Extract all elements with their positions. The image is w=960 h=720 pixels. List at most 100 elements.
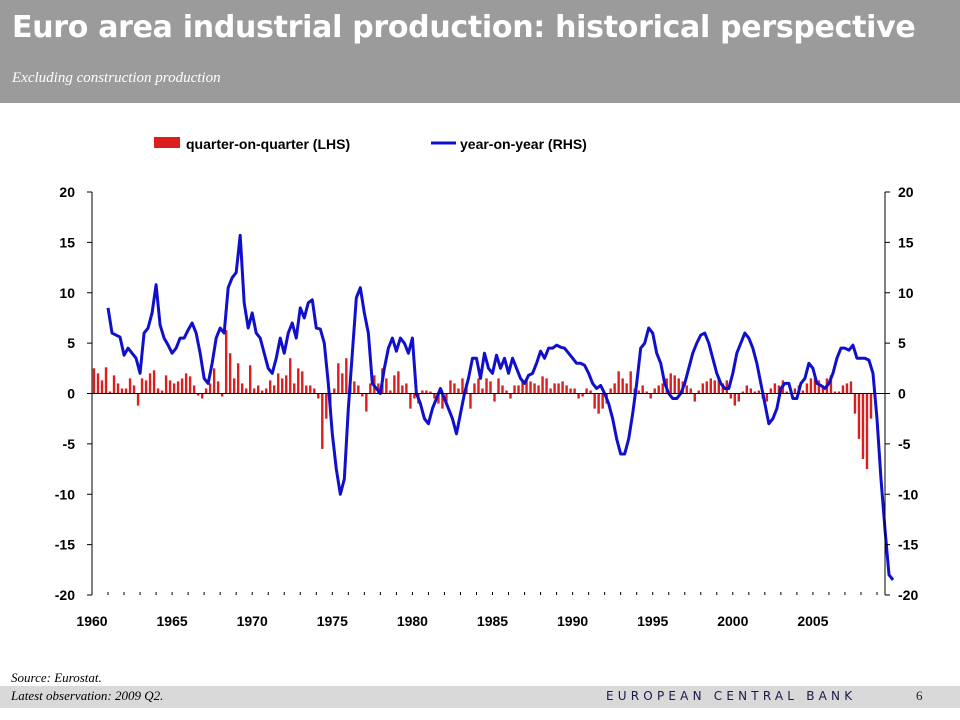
bar xyxy=(249,365,252,394)
bar xyxy=(729,393,732,399)
bar xyxy=(457,388,460,394)
y-right-tick-label: 15 xyxy=(898,234,914,250)
bar xyxy=(216,381,220,394)
bar xyxy=(285,375,288,394)
bar xyxy=(581,393,584,397)
bar xyxy=(397,371,400,394)
bar xyxy=(541,376,544,394)
bar xyxy=(128,378,132,394)
y-left-tick-label: -20 xyxy=(55,587,75,603)
bar xyxy=(413,393,416,399)
bar xyxy=(425,390,428,394)
bar xyxy=(477,378,480,394)
bar xyxy=(172,383,176,394)
bar xyxy=(405,383,408,394)
bar xyxy=(641,385,644,394)
bar xyxy=(701,383,704,394)
bar xyxy=(497,378,500,394)
x-tick-label: 1985 xyxy=(477,613,508,629)
bar xyxy=(817,380,821,394)
bar xyxy=(277,373,280,394)
latest-observation: Latest observation: 2009 Q2. xyxy=(11,688,164,703)
bar xyxy=(649,393,652,399)
y-right-tick-label: 0 xyxy=(898,386,906,402)
bar xyxy=(597,393,600,414)
bar xyxy=(433,393,436,399)
y-left-tick-label: 20 xyxy=(59,184,75,200)
bar xyxy=(224,330,228,394)
bar xyxy=(821,385,825,394)
y-left-tick-label: 10 xyxy=(59,285,75,301)
legend-label-yoy: year-on-year (RHS) xyxy=(460,136,587,152)
bar xyxy=(341,373,344,394)
bar xyxy=(713,380,716,394)
bar xyxy=(829,375,833,394)
bank-name: EUROPEAN CENTRAL BANK xyxy=(606,689,857,703)
bar xyxy=(220,393,224,397)
bar xyxy=(557,383,560,394)
bar xyxy=(453,383,456,394)
bar xyxy=(833,391,837,394)
y-left-tick-label: 0 xyxy=(67,386,75,402)
page-subtitle: Excluding construction production xyxy=(12,70,221,86)
y-axis-left-labels: 20 15 10 5 0 -5 -10 -15 -20 xyxy=(55,184,75,603)
bar xyxy=(537,385,540,394)
bar xyxy=(721,383,724,394)
bar xyxy=(204,388,208,394)
bar xyxy=(513,385,516,394)
bar xyxy=(525,380,528,394)
bar xyxy=(685,385,688,394)
line-group xyxy=(106,233,895,581)
x-tick-label: 1970 xyxy=(237,613,268,629)
bar xyxy=(305,385,308,394)
bar xyxy=(269,380,272,394)
bar xyxy=(148,373,152,394)
bar xyxy=(196,393,200,396)
x-tick-label: 1990 xyxy=(557,613,588,629)
bar xyxy=(257,385,260,394)
bar xyxy=(393,375,396,394)
bar xyxy=(861,393,865,459)
x-tick-label: 1960 xyxy=(76,613,107,629)
bar xyxy=(265,388,268,394)
bar xyxy=(429,391,432,394)
y-right-tick-label: 5 xyxy=(898,335,906,351)
y-axis-right-labels: 20 15 10 5 0 -5 -10 -15 -20 xyxy=(898,184,918,603)
bar xyxy=(805,383,809,394)
x-axis-labels: 1960 1965 1970 1975 1980 1985 1990 1995 2000 2005 xyxy=(76,613,828,629)
bar xyxy=(757,390,761,394)
bar xyxy=(232,378,236,394)
bar xyxy=(853,393,857,414)
bar xyxy=(156,388,160,394)
bar xyxy=(469,393,472,409)
footer-bar xyxy=(0,686,960,708)
bar xyxy=(108,391,112,394)
bar xyxy=(377,383,380,394)
bar xyxy=(485,378,488,394)
bar xyxy=(112,375,116,394)
bar xyxy=(657,385,660,394)
bar xyxy=(793,388,797,394)
bar xyxy=(745,385,749,394)
bar xyxy=(813,378,817,394)
bar xyxy=(865,393,869,470)
bar xyxy=(637,390,640,394)
bar xyxy=(769,388,773,394)
bar xyxy=(509,393,512,399)
bar xyxy=(200,393,204,399)
bar xyxy=(236,363,240,394)
bar xyxy=(357,385,360,394)
bar xyxy=(765,393,769,402)
bar xyxy=(421,390,424,394)
y-left-tick-label: 15 xyxy=(59,234,75,250)
bar xyxy=(369,383,372,394)
bar xyxy=(184,373,188,394)
bar xyxy=(289,358,292,394)
bar xyxy=(553,383,556,394)
bar xyxy=(561,381,564,394)
bar xyxy=(164,375,168,394)
bar xyxy=(749,388,753,394)
bar xyxy=(625,383,628,394)
bar xyxy=(297,368,300,394)
bar xyxy=(481,388,484,394)
